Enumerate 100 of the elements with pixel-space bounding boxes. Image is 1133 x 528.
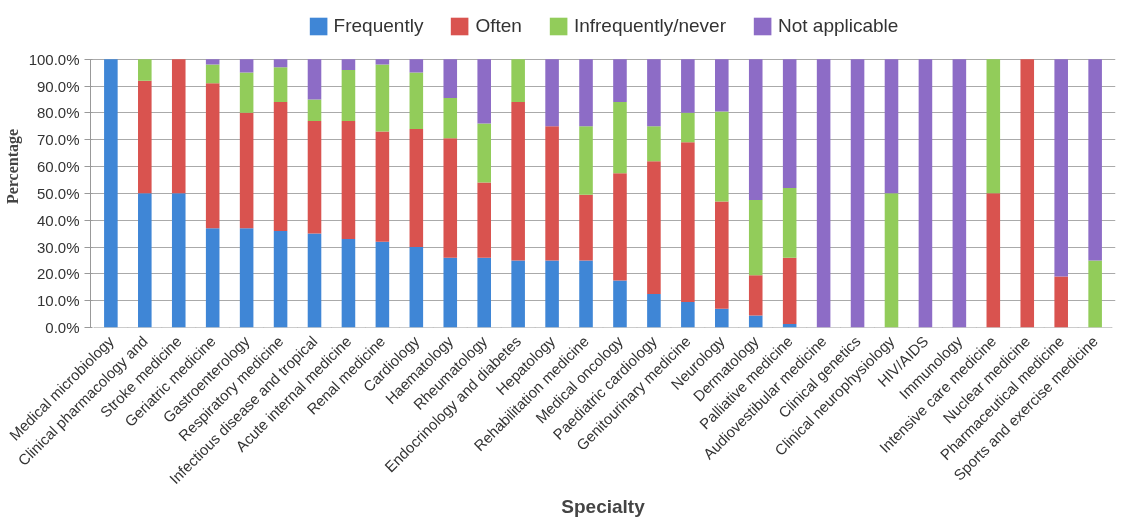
bar	[171, 59, 186, 194]
bar	[681, 112, 695, 143]
bar	[816, 59, 831, 328]
bar	[239, 72, 254, 113]
bar	[952, 59, 967, 328]
bar	[748, 315, 763, 328]
bar	[613, 102, 627, 174]
bar	[681, 59, 695, 113]
bar	[1054, 276, 1068, 328]
bar	[477, 123, 491, 183]
bar	[375, 131, 390, 242]
bar	[409, 128, 424, 247]
bar	[477, 59, 491, 124]
bar	[205, 64, 220, 84]
bar	[782, 187, 797, 258]
bar	[545, 126, 559, 261]
y-tick-label: 10.0%	[36, 292, 80, 310]
bar	[171, 193, 186, 328]
bar	[579, 59, 593, 127]
bar	[205, 228, 220, 328]
bar	[375, 241, 390, 328]
bar	[273, 230, 288, 328]
bar	[986, 193, 1001, 328]
bar	[341, 120, 356, 239]
y-tick-label: 40.0%	[36, 211, 80, 229]
bar	[681, 142, 695, 303]
legend-label: Often	[475, 15, 522, 37]
bar	[579, 260, 593, 328]
y-tick-label: 100.0%	[28, 50, 80, 68]
bar	[1054, 59, 1068, 277]
bar	[545, 59, 559, 127]
bar	[511, 260, 525, 328]
bar	[307, 99, 322, 121]
bar	[341, 69, 356, 121]
y-tick-label: 30.0%	[36, 238, 80, 256]
bar	[782, 257, 797, 325]
bar	[409, 247, 424, 328]
bar	[375, 59, 390, 65]
bar	[1020, 59, 1035, 328]
bar	[307, 120, 322, 234]
bar	[1088, 260, 1102, 328]
bar	[715, 111, 729, 202]
bar	[443, 257, 458, 328]
bar	[613, 280, 627, 328]
bar	[375, 64, 390, 132]
bar	[782, 59, 797, 188]
bar	[715, 308, 729, 328]
bar	[409, 59, 424, 73]
y-tick-label: 0.0%	[45, 319, 80, 336]
bar	[443, 98, 458, 139]
bar	[273, 102, 288, 231]
bar	[647, 126, 661, 162]
bar	[307, 59, 322, 100]
bar	[884, 59, 899, 194]
bar	[545, 260, 559, 328]
bar	[239, 228, 254, 328]
bar	[748, 275, 763, 316]
bar	[511, 59, 525, 103]
bar	[918, 59, 933, 328]
bar	[239, 112, 254, 229]
y-tick-label: 90.0%	[36, 77, 80, 95]
bar	[715, 59, 729, 112]
bar	[477, 257, 491, 328]
bar	[138, 80, 152, 194]
bar	[307, 233, 322, 328]
bar	[138, 59, 152, 81]
bar	[579, 126, 593, 195]
bar	[443, 59, 458, 99]
bar	[647, 59, 661, 127]
bar	[850, 59, 865, 328]
bar	[239, 59, 254, 73]
bar	[138, 193, 152, 328]
bar	[477, 182, 491, 258]
bar	[341, 238, 356, 328]
bar	[884, 193, 899, 328]
bar	[647, 293, 661, 328]
bar	[205, 83, 220, 229]
bar	[613, 59, 627, 103]
legend-label: Not applicable	[777, 15, 899, 37]
bar	[986, 59, 1001, 194]
bar	[205, 59, 220, 65]
bar	[273, 59, 288, 68]
bar	[273, 67, 288, 103]
bar	[341, 59, 356, 70]
bar	[443, 138, 458, 258]
y-axis-title: Percentage	[3, 128, 22, 205]
y-tick-label: 80.0%	[36, 104, 80, 122]
bar	[1088, 59, 1102, 261]
bar	[715, 201, 729, 309]
x-axis-title: Specialty	[561, 496, 646, 518]
legend-label: Frequently	[333, 15, 424, 37]
y-tick-label: 50.0%	[36, 184, 80, 202]
bar	[681, 302, 695, 328]
y-tick-label: 70.0%	[36, 131, 80, 149]
bar	[613, 173, 627, 281]
bar	[579, 194, 593, 261]
y-tick-label: 20.0%	[36, 265, 80, 283]
bar	[647, 161, 661, 294]
bar	[748, 200, 763, 276]
legend-label: Infrequently/never	[573, 15, 726, 37]
